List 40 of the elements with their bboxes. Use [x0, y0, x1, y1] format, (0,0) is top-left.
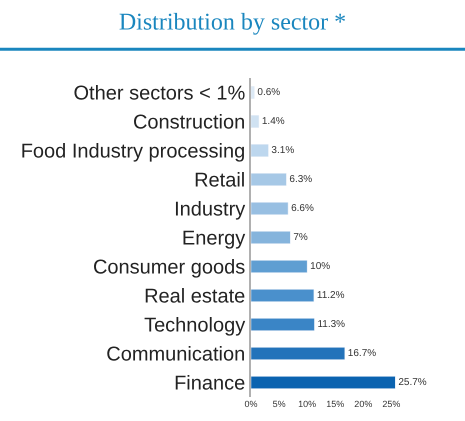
y-tick-label: Industry	[174, 198, 246, 220]
data-label: 25.7%	[398, 377, 427, 388]
data-label: 1.4%	[262, 116, 285, 127]
bar	[251, 260, 308, 273]
x-tick-label: 15%	[326, 399, 344, 409]
y-tick-label: Food Industry processing	[20, 140, 246, 162]
data-label: 16.7%	[348, 348, 376, 359]
bar	[251, 144, 269, 157]
data-label: 11.3%	[317, 319, 346, 330]
y-tick-label: Technology	[144, 314, 246, 336]
x-tick-label: 20%	[354, 399, 372, 409]
bar	[251, 173, 287, 186]
y-tick-label: Finance	[174, 372, 246, 394]
bar	[251, 347, 346, 360]
x-tick-label: 5%	[272, 399, 286, 409]
data-label: 3.1%	[271, 145, 294, 156]
x-tick-label: 25%	[382, 399, 400, 409]
bar	[251, 115, 260, 128]
bar	[251, 86, 255, 99]
data-label: 10%	[310, 261, 330, 272]
bar	[251, 318, 315, 331]
data-label: 6.3%	[289, 174, 312, 185]
y-tick-label: Retail	[194, 170, 246, 192]
bar	[251, 289, 314, 302]
chart-title: Distribution by sector *	[118, 9, 346, 36]
bar	[251, 231, 291, 244]
y-tick-label: Consumer goods	[92, 256, 246, 278]
bar	[251, 376, 396, 389]
x-tick-label: 10%	[298, 399, 316, 409]
y-tick-label: Other sectors < 1%	[74, 82, 246, 104]
data-label: 7%	[293, 232, 308, 243]
data-label: 11.2%	[316, 290, 345, 301]
y-tick-label: Energy	[182, 228, 246, 250]
x-tick-label: 0%	[244, 399, 258, 409]
y-tick-label: Communication	[106, 344, 246, 366]
data-label: 6.6%	[291, 203, 314, 214]
y-tick-label: Construction	[132, 112, 246, 134]
y-tick-label: Real estate	[144, 286, 246, 308]
data-label: 0.6%	[257, 87, 280, 98]
bar	[251, 202, 288, 215]
